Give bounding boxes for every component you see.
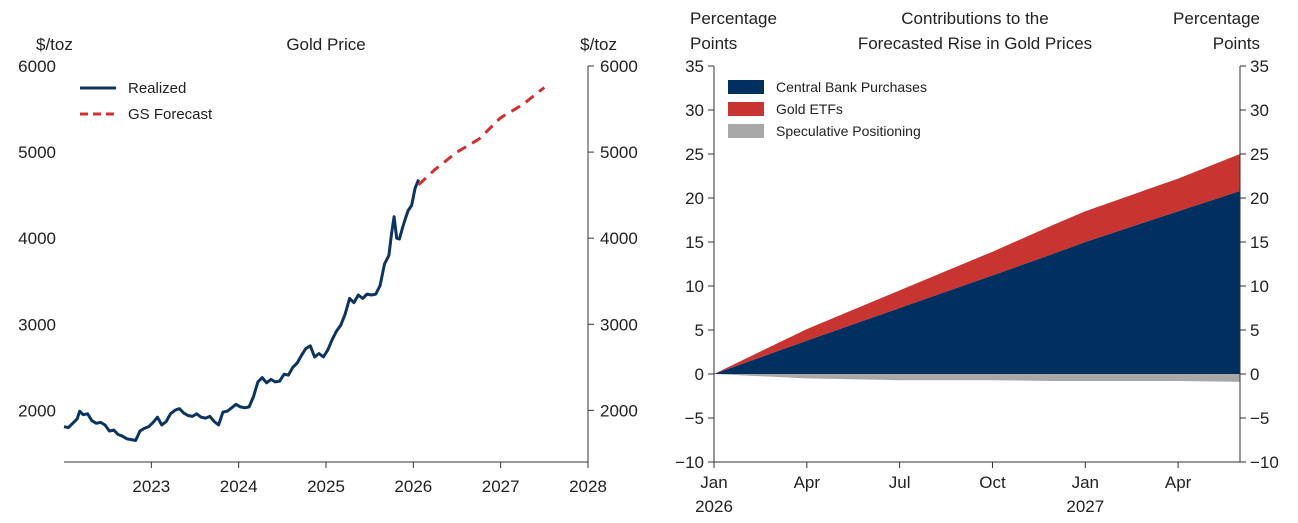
legend-swatch-speculative-positioning <box>728 124 764 138</box>
left-y-unit-label: $/toz <box>36 35 73 54</box>
right-chart-ytick-label-left: 25 <box>685 145 704 164</box>
right-chart-ytick-label-right: 25 <box>1250 145 1269 164</box>
right-chart-ytick-label-right: −10 <box>1250 453 1279 472</box>
right-chart-xtick-label: Apr <box>794 473 821 492</box>
legend-swatch-gold-etfs <box>728 102 764 116</box>
right-chart-xtick-year-label: 2027 <box>1066 497 1104 516</box>
right-chart-ytick-label-right: 5 <box>1250 321 1259 340</box>
legend-label-speculative-positioning: Speculative Positioning <box>776 123 921 139</box>
legend-swatch-central-bank-purchases <box>728 80 764 94</box>
right-y-unit-label: $/toz <box>580 35 617 54</box>
right-chart-ytick-label-right: 20 <box>1250 189 1269 208</box>
right-chart-ytick-label-right: 10 <box>1250 277 1269 296</box>
right-y-axis-right-ticks: −10 −5 0 5 10 15 20 25 30 35 <box>1240 57 1279 472</box>
legend-label-realized: Realized <box>128 80 186 97</box>
right-chart-ytick-label-left: 20 <box>685 189 704 208</box>
right-chart-xtick-year-label: 2026 <box>695 497 733 516</box>
left-chart-xtick-label: 2026 <box>394 477 432 496</box>
left-chart-ytick-label-right: 3000 <box>600 315 638 334</box>
right-chart-ytick-label-left: 30 <box>685 101 704 120</box>
right-chart-ytick-label-left: 35 <box>685 57 704 76</box>
right-y-axis-left-ticks: −10 −5 0 5 10 15 20 25 30 35 <box>675 57 714 472</box>
right-chart-ytick-label-right: −5 <box>1250 409 1269 428</box>
right-chart-title-line-2: Forecasted Rise in Gold Prices <box>858 34 1092 53</box>
gs-forecast-series-line <box>417 86 546 186</box>
right-chart-ytick-label-right: 0 <box>1250 365 1259 384</box>
left-y-axis-left-ticks: 2000 3000 4000 5000 6000 <box>18 57 56 420</box>
right-chart-ytick-label-left: 0 <box>695 365 704 384</box>
central-bank-purchases-area <box>714 191 1240 374</box>
left-chart-xtick-label: 2024 <box>220 477 258 496</box>
left-chart-ytick-label-left: 5000 <box>18 143 56 162</box>
right-chart-xtick-label: Oct <box>979 473 1006 492</box>
right-x-axis-ticks: Jan 2026 Apr Jul Oct Jan 2027 Apr <box>695 462 1192 516</box>
realized-series-line <box>63 179 420 442</box>
right-chart-ytick-label-right: 15 <box>1250 233 1269 252</box>
right-legend: Central Bank Purchases Gold ETFs Specula… <box>728 79 927 139</box>
legend-label-gs-forecast: GS Forecast <box>128 106 213 123</box>
gold-price-chart: Gold Price $/toz $/toz 2000 3000 4000 5000 6… <box>18 35 638 496</box>
right-chart-ytick-label-left: −10 <box>675 453 704 472</box>
right-right-unit-line-2: Points <box>1213 34 1260 53</box>
right-chart-xtick-label: Jul <box>889 473 911 492</box>
right-chart-ytick-label-left: 10 <box>685 277 704 296</box>
right-chart-ytick-label-left: 15 <box>685 233 704 252</box>
speculative-positioning-area <box>714 374 1240 382</box>
left-chart-xtick-label: 2025 <box>307 477 345 496</box>
left-chart-ytick-label-right: 4000 <box>600 229 638 248</box>
left-chart-ytick-label-right: 5000 <box>600 143 638 162</box>
left-chart-ytick-label-left: 2000 <box>18 401 56 420</box>
left-chart-ytick-label-left: 6000 <box>18 57 56 76</box>
right-chart-xtick-label: Jan <box>1072 473 1099 492</box>
right-chart-ytick-label-left: 5 <box>695 321 704 340</box>
right-left-unit-line-2: Points <box>690 34 737 53</box>
left-chart-ytick-label-right: 6000 <box>600 57 638 76</box>
left-chart-xtick-label: 2027 <box>482 477 520 496</box>
left-chart-xtick-label: 2023 <box>132 477 170 496</box>
right-left-unit-line-1: Percentage <box>690 9 777 28</box>
right-chart-xtick-label: Jan <box>700 473 727 492</box>
left-chart-title: Gold Price <box>286 35 365 54</box>
left-chart-xtick-label: 2028 <box>569 477 607 496</box>
right-right-unit-line-1: Percentage <box>1173 9 1260 28</box>
left-chart-ytick-label-left: 3000 <box>18 315 56 334</box>
legend-label-gold-etfs: Gold ETFs <box>776 101 843 117</box>
right-chart-ytick-label-right: 30 <box>1250 101 1269 120</box>
right-chart-ytick-label-left: −5 <box>685 409 704 428</box>
left-chart-ytick-label-right: 2000 <box>600 401 638 420</box>
left-chart-ytick-label-left: 4000 <box>18 229 56 248</box>
right-chart-xtick-label: Apr <box>1165 473 1192 492</box>
right-chart-ytick-label-right: 35 <box>1250 57 1269 76</box>
contributions-chart: Contributions to the Forecasted Rise in … <box>675 9 1279 516</box>
left-legend: Realized GS Forecast <box>80 80 213 123</box>
left-x-axis-ticks: 2023 2024 2025 2026 2027 2028 <box>132 462 607 496</box>
right-chart-title-line-1: Contributions to the <box>901 9 1048 28</box>
gold-etfs-area <box>714 154 1240 374</box>
left-y-axis-right-ticks: 2000 3000 4000 5000 6000 <box>588 57 638 420</box>
legend-label-central-bank-purchases: Central Bank Purchases <box>776 79 927 95</box>
